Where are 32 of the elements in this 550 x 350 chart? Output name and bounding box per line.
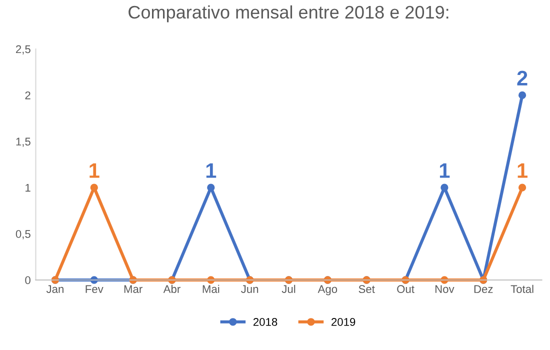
y-tick-label: 2 (25, 91, 30, 100)
data-label: 1 (518, 163, 528, 178)
x-tick-label: Mai (202, 284, 220, 294)
x-tick-label: Jun (241, 285, 258, 294)
point (90, 184, 98, 192)
x-tick-label: Out (397, 285, 414, 294)
legend-label: 2018 (253, 318, 278, 326)
data-label: 2 (517, 70, 528, 86)
point (518, 184, 526, 192)
x-tick-label: Ago (318, 285, 338, 296)
x-tick-label: Jan (46, 285, 64, 294)
data-label: 1 (206, 163, 216, 178)
x-tick-label: Jul (282, 284, 296, 294)
y-tick-label: 2,5 (16, 45, 30, 54)
y-tick-label: 1 (26, 184, 30, 192)
x-tick-label: Set (358, 285, 375, 294)
y-tick-label: 0 (25, 276, 30, 284)
x-tick-label: Dez (474, 285, 493, 294)
data-label: 1 (440, 163, 450, 178)
chart-title: Comparativo mensal entre 2018 e 2019: (128, 5, 448, 22)
data-label: 1 (90, 163, 100, 178)
y-tick-label: 0,5 (16, 230, 30, 240)
x-tick-label: Mar (124, 285, 142, 294)
x-tick-label: Abr (163, 284, 180, 294)
x-tick-label: Fev (86, 285, 104, 294)
y-tick-label: 1,5 (16, 138, 30, 147)
point (518, 91, 526, 100)
point (207, 184, 215, 192)
x-tick-label: Nov (435, 285, 454, 294)
legend-label: 2019 (332, 318, 356, 326)
point (440, 184, 448, 192)
x-tick-label: Total (510, 284, 534, 294)
